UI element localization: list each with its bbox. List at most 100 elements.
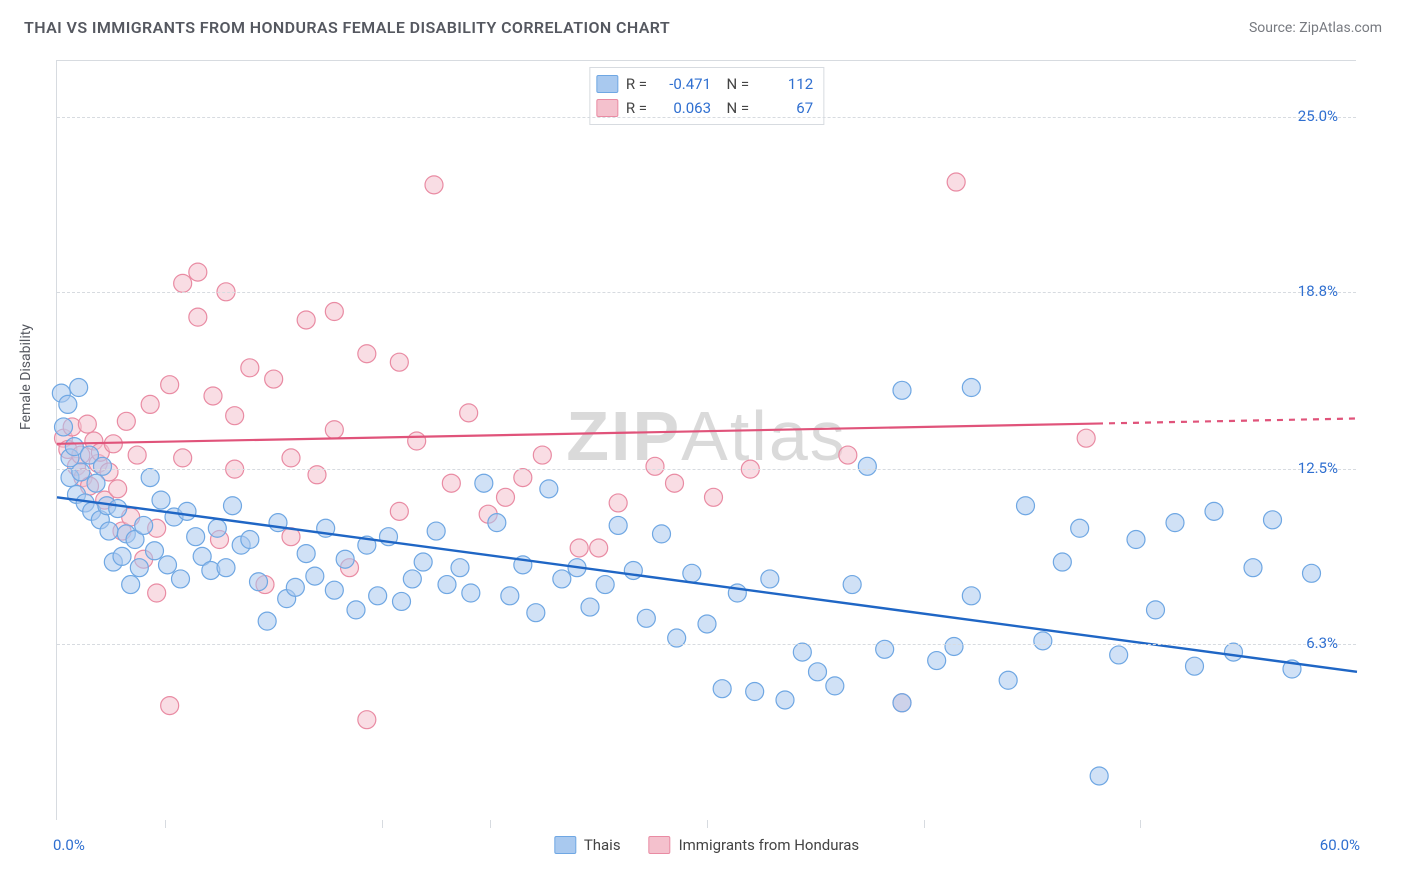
data-point — [514, 469, 532, 487]
data-point — [347, 601, 365, 619]
x-min-label: 0.0% — [53, 836, 85, 854]
data-point — [451, 559, 469, 577]
source-link[interactable]: ZipAtlas.com — [1299, 20, 1382, 36]
data-point — [442, 474, 460, 492]
data-point — [55, 418, 73, 436]
source-prefix: Source: — [1249, 20, 1299, 36]
data-point — [100, 522, 118, 540]
data-point — [390, 502, 408, 520]
stat-label-n2: N = — [719, 99, 749, 117]
thais-r: -0.471 — [655, 75, 711, 93]
data-point — [1186, 657, 1204, 675]
legend-label-honduras: Immigrants from Honduras — [679, 836, 860, 854]
data-point — [928, 652, 946, 670]
x-tick — [165, 820, 166, 828]
data-point — [161, 376, 179, 394]
data-point — [581, 598, 599, 616]
data-point — [698, 615, 716, 633]
data-point — [226, 407, 244, 425]
swatch-thais — [596, 75, 618, 93]
data-point — [403, 570, 421, 588]
data-point — [369, 587, 387, 605]
data-point — [325, 421, 343, 439]
data-point — [1225, 643, 1243, 661]
gridline — [57, 117, 1356, 118]
stat-label-r2: R = — [626, 99, 647, 117]
legend-item-thais: Thais — [554, 836, 621, 854]
data-point — [148, 584, 166, 602]
x-tick — [707, 820, 708, 828]
data-point — [501, 587, 519, 605]
data-point — [826, 677, 844, 695]
data-point — [122, 576, 140, 594]
data-point — [172, 570, 190, 588]
swatch-honduras — [596, 99, 618, 117]
data-point — [460, 404, 478, 422]
chart-svg — [57, 61, 1356, 820]
data-point — [839, 446, 857, 464]
x-tick — [924, 820, 925, 828]
data-point — [497, 488, 515, 506]
data-point — [761, 570, 779, 588]
thais-n: 112 — [757, 75, 813, 93]
data-point — [152, 491, 170, 509]
trend-line-dashed — [1097, 418, 1357, 423]
data-point — [130, 559, 148, 577]
data-point — [809, 663, 827, 681]
data-point — [527, 604, 545, 622]
data-point — [962, 379, 980, 397]
data-point — [159, 556, 177, 574]
y-tick-label: 18.8% — [1298, 282, 1338, 300]
data-point — [427, 522, 445, 540]
data-point — [286, 578, 304, 596]
data-point — [408, 432, 426, 450]
data-point — [109, 500, 127, 518]
data-point — [265, 370, 283, 388]
x-tick — [490, 820, 491, 828]
data-point — [141, 395, 159, 413]
x-max-label: 60.0% — [1320, 836, 1360, 854]
data-point — [217, 559, 235, 577]
data-point — [208, 519, 226, 537]
chart-header: THAI VS IMMIGRANTS FROM HONDURAS FEMALE … — [24, 18, 1382, 37]
data-point — [1034, 632, 1052, 650]
data-point — [178, 502, 196, 520]
data-point — [858, 457, 876, 475]
data-point — [945, 637, 963, 655]
honduras-r: 0.063 — [655, 99, 711, 117]
data-point — [438, 576, 456, 594]
data-point — [570, 539, 588, 557]
data-point — [475, 474, 493, 492]
data-point — [713, 680, 731, 698]
data-point — [70, 379, 88, 397]
stat-label-n: N = — [719, 75, 749, 93]
data-point — [78, 415, 96, 433]
swatch-honduras-bottom — [649, 836, 671, 854]
data-point — [189, 263, 207, 281]
data-point — [776, 691, 794, 709]
data-point — [189, 308, 207, 326]
y-tick-label: 12.5% — [1298, 459, 1338, 477]
data-point — [1244, 559, 1262, 577]
data-point — [297, 311, 315, 329]
data-point — [174, 274, 192, 292]
data-point — [390, 353, 408, 371]
data-point — [553, 570, 571, 588]
data-point — [596, 576, 614, 594]
data-point — [141, 469, 159, 487]
legend-label-thais: Thais — [584, 836, 621, 854]
data-point — [488, 514, 506, 532]
data-point — [1147, 601, 1165, 619]
data-point — [893, 694, 911, 712]
data-point — [1071, 519, 1089, 537]
x-tick — [1140, 820, 1141, 828]
gridline — [57, 292, 1356, 293]
data-point — [358, 711, 376, 729]
data-point — [1090, 767, 1108, 785]
data-point — [241, 359, 259, 377]
legend-item-honduras: Immigrants from Honduras — [649, 836, 860, 854]
honduras-n: 67 — [757, 99, 813, 117]
data-point — [224, 497, 242, 515]
series-legend: Thais Immigrants from Honduras — [554, 836, 859, 854]
data-point — [306, 567, 324, 585]
